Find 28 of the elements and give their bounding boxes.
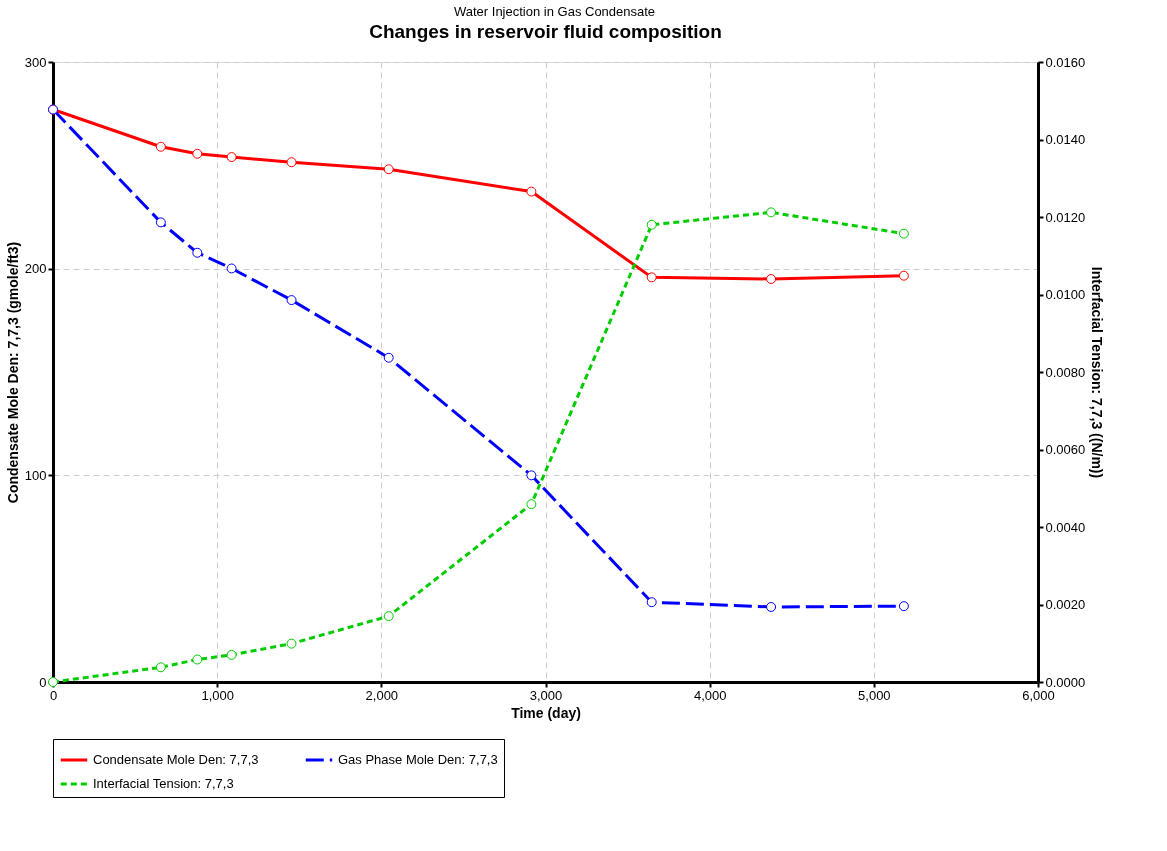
y2-tick-label: 0.0060: [1045, 442, 1086, 457]
y2-tick-label: 0.0160: [1045, 54, 1086, 70]
x-tick-label: 6,000: [1022, 687, 1055, 703]
y2-tick-label: 0.0040: [1045, 519, 1086, 535]
x-tick-label: 0: [49, 687, 58, 703]
y-tick-label: 200: [24, 261, 47, 277]
y2-tick-label: 0.0100: [1045, 287, 1086, 302]
y2-tick-label: 0.0000: [1045, 674, 1086, 690]
y-axis-title: Condensate Mole Den: 7,7,3 (gmole/ft3): [4, 241, 21, 504]
x-tick-label: 1,000: [201, 687, 234, 703]
y-tick-label: 0: [39, 674, 47, 690]
x-tick-label: 4,000: [693, 687, 727, 703]
y2-tick-label: 0.0120: [1045, 209, 1086, 225]
y2-axis-title: Interfacial Tension: 7,7,3 ((N/m)): [1089, 266, 1106, 479]
x-tick-label: 2,000: [365, 687, 399, 703]
x-tick-label: 5,000: [858, 687, 891, 703]
y-tick-label: 100: [24, 467, 47, 483]
chart-subtitle: Water Injection in Gas Condensate: [453, 3, 656, 19]
legend-label: Interfacial Tension: 7,7,3: [93, 776, 234, 791]
x-tick-label: 3,000: [529, 687, 563, 703]
y2-tick-label: 0.0140: [1045, 132, 1086, 147]
chart-title: Changes in reservoir fluid composition: [369, 21, 722, 42]
y2-tick-label: 0.0020: [1045, 597, 1086, 612]
y2-tick-label: 0.0080: [1045, 364, 1086, 380]
legend-label: Condensate Mole Den: 7,7,3: [93, 752, 259, 767]
x-axis-title: Time (day): [511, 704, 581, 721]
legend-label: Gas Phase Mole Den: 7,7,3: [338, 752, 498, 767]
y-tick-label: 300: [24, 54, 47, 70]
